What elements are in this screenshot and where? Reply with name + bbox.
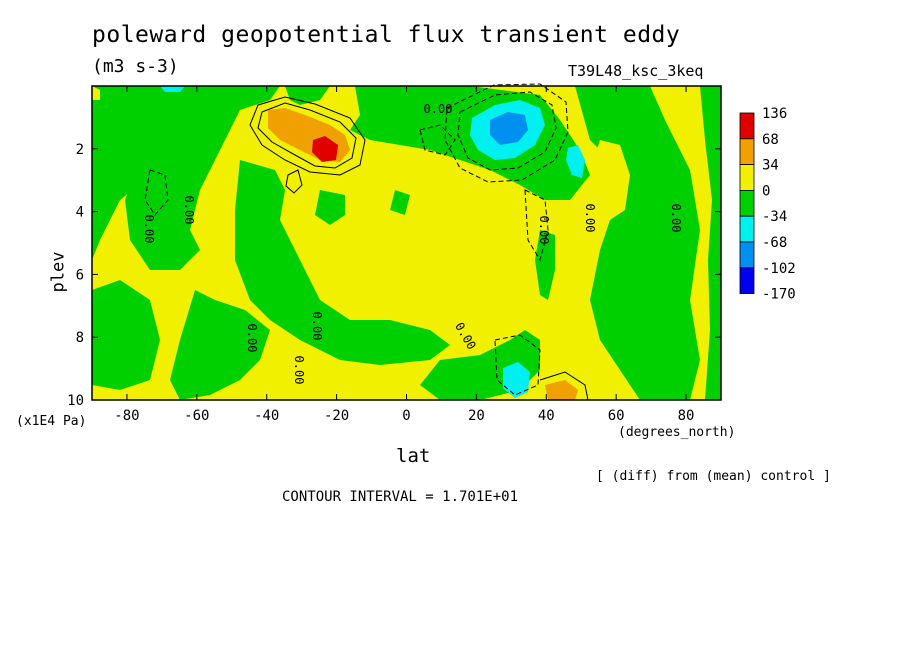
yellow-island-2 bbox=[486, 200, 515, 300]
cyan-patch-upper bbox=[566, 145, 585, 178]
y-ticks: 2 4 6 8 10 bbox=[67, 142, 721, 409]
legend-label: -34 bbox=[762, 209, 787, 225]
green-region-8 bbox=[390, 190, 410, 215]
y-tick-label: 2 bbox=[76, 142, 84, 158]
green-region-5 bbox=[235, 160, 450, 365]
contour-line-5 bbox=[444, 83, 569, 183]
yellow-island-1 bbox=[592, 140, 630, 220]
contour-label: 0.00 bbox=[669, 204, 683, 233]
legend-label: 136 bbox=[762, 106, 787, 122]
legend-swatch bbox=[739, 112, 755, 140]
green-region-11 bbox=[535, 230, 555, 300]
contour-line-6 bbox=[419, 124, 456, 156]
x-ticks: -80 -60 -40 -20 0 20 40 60 80 bbox=[114, 86, 694, 424]
y-axis-units: (x1E4 Pa) bbox=[16, 414, 87, 429]
green-region-13 bbox=[285, 86, 330, 105]
x-axis-units: (degrees_north) bbox=[618, 425, 736, 440]
green-region-12 bbox=[700, 86, 721, 400]
contour-line-4 bbox=[457, 91, 557, 171]
legend-label: 0 bbox=[762, 183, 770, 199]
legend-label: 68 bbox=[762, 132, 779, 148]
green-region-3 bbox=[125, 86, 280, 270]
contour-field bbox=[92, 83, 721, 401]
green-region-7 bbox=[315, 190, 345, 225]
red-maximum bbox=[312, 136, 338, 162]
color-legend: 136 68 34 0 -34 -68 -102 -170 bbox=[739, 106, 796, 303]
contour-line-9 bbox=[494, 334, 541, 396]
x-tick-label: -60 bbox=[184, 408, 209, 424]
diff-note: [ (diff) from (mean) control ] bbox=[596, 469, 831, 484]
x-tick-label: 80 bbox=[678, 408, 695, 424]
yellow-island-4 bbox=[92, 86, 100, 100]
legend-label: -102 bbox=[762, 261, 796, 277]
cyan-patch-lower bbox=[503, 362, 530, 398]
green-region-4 bbox=[170, 290, 270, 400]
orange-surface-maximum bbox=[545, 380, 578, 400]
legend-swatch bbox=[739, 138, 755, 166]
x-axis-label: lat bbox=[396, 445, 431, 467]
legend-label: -68 bbox=[762, 235, 787, 251]
legend-swatch bbox=[739, 189, 755, 217]
legend-swatch bbox=[739, 215, 755, 243]
contour-label: 0.00 bbox=[182, 196, 196, 225]
chart-units: (m3 s-3) bbox=[92, 56, 179, 77]
contour-label: 0.00 bbox=[537, 216, 551, 245]
contour-interval: CONTOUR INTERVAL = 1.701E+01 bbox=[282, 489, 519, 505]
green-region-10 bbox=[575, 86, 700, 400]
contour-label: 0.00 bbox=[292, 356, 306, 385]
legend-label: -170 bbox=[762, 287, 796, 303]
contour-line-3 bbox=[285, 169, 303, 194]
y-tick-label: 8 bbox=[76, 330, 84, 346]
contour-line-10 bbox=[539, 371, 589, 401]
cyan-patch-top bbox=[160, 86, 185, 92]
x-tick-label: -20 bbox=[324, 408, 349, 424]
x-tick-label: -80 bbox=[114, 408, 139, 424]
y-tick-label: 4 bbox=[76, 205, 84, 221]
blue-minimum bbox=[490, 112, 528, 145]
x-tick-label: -40 bbox=[254, 408, 279, 424]
x-tick-label: 20 bbox=[468, 408, 485, 424]
contour-label: 0.00 bbox=[424, 102, 453, 116]
contour-label: 0.00 bbox=[142, 215, 156, 244]
x-tick-label: 60 bbox=[608, 408, 625, 424]
y-tick-label: 10 bbox=[67, 393, 84, 409]
legend-swatch bbox=[739, 241, 755, 269]
x-tick-label: 0 bbox=[402, 408, 410, 424]
chart-title: poleward geopotential flux transient edd… bbox=[92, 22, 681, 48]
legend-swatch bbox=[739, 164, 755, 191]
contour-label: 0.00 bbox=[583, 204, 597, 233]
legend-label: 34 bbox=[762, 158, 779, 174]
contour-line-2 bbox=[249, 96, 366, 176]
green-region-2 bbox=[92, 280, 160, 390]
run-label: T39L48_ksc_3keq bbox=[568, 62, 704, 80]
legend-swatch bbox=[739, 267, 755, 294]
contour-label: 0.00 bbox=[310, 312, 324, 341]
contour-line-1 bbox=[257, 102, 357, 169]
contour-line-7 bbox=[144, 169, 169, 216]
y-tick-label: 6 bbox=[76, 267, 84, 283]
contour-label: 0.00 bbox=[245, 324, 259, 353]
x-tick-label: 40 bbox=[538, 408, 555, 424]
contour-line-8 bbox=[524, 189, 549, 262]
